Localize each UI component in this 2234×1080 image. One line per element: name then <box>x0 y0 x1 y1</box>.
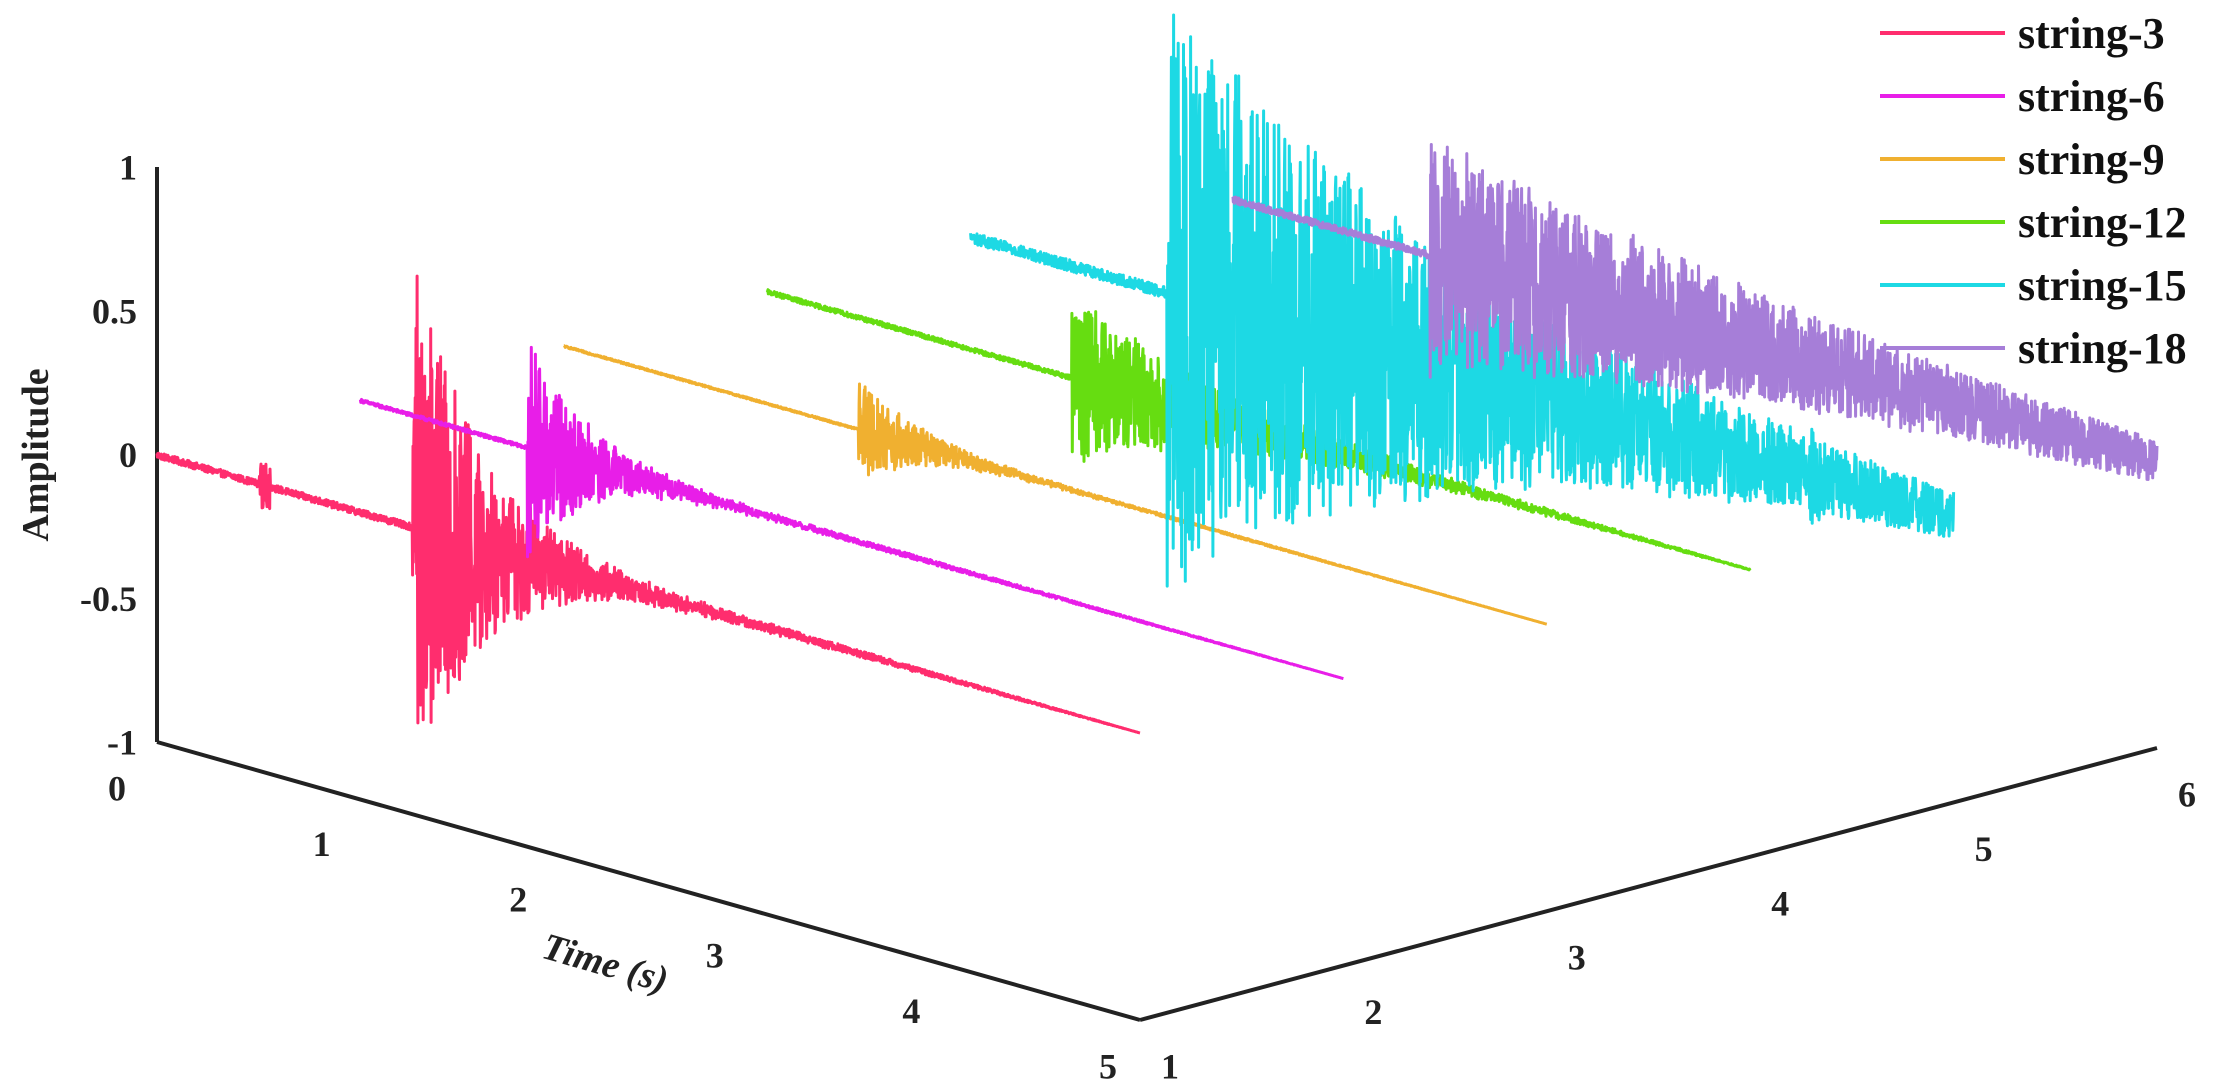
time-tick-label: 1 <box>313 824 331 864</box>
z-axis-label: Amplitude <box>15 368 57 541</box>
string-axis-line <box>1139 746 2158 1022</box>
time-tick-label: 4 <box>902 991 920 1031</box>
time-tick-label: 5 <box>1099 1047 1117 1080</box>
string-tick-label: 2 <box>1364 992 1382 1032</box>
series-line-string-9 <box>562 344 1548 626</box>
legend-label: string-12 <box>2018 198 2187 247</box>
legend-label: string-6 <box>2018 72 2165 121</box>
string-tick-label: 1 <box>1161 1047 1179 1080</box>
string-tick-label: 6 <box>2178 775 2196 815</box>
z-tick-label: 1 <box>119 148 137 188</box>
z-tick-label: -0.5 <box>80 579 137 619</box>
string-tick-label: 5 <box>1975 829 1993 869</box>
time-axis-line <box>156 740 1141 1022</box>
time-tick-label: 2 <box>509 880 527 920</box>
string-tick-label: 4 <box>1771 883 1789 923</box>
time-tick-label: 3 <box>706 935 724 975</box>
z-tick-label: -1 <box>107 723 137 763</box>
time-tick-label: 0 <box>108 769 126 809</box>
time-axis-label: Time (s) <box>538 926 673 1002</box>
tick-labels: 1 0.5 0 -0.5 -1 0 1 2 3 4 5 1 2 3 4 5 6 <box>80 148 2196 1080</box>
legend-label: string-18 <box>2018 324 2187 373</box>
legend-label: string-15 <box>2018 261 2187 310</box>
series-line-string-18 <box>1231 143 2159 481</box>
legend-label: string-9 <box>2018 135 2165 184</box>
string-tick-label: 3 <box>1568 938 1586 978</box>
legend-label: string-3 <box>2018 9 2165 58</box>
series-line-string-15 <box>969 13 1956 588</box>
series-line-string-6 <box>358 345 1345 681</box>
series-traces <box>155 13 2159 735</box>
legend: string-3 string-6 string-9 string-12 string-… <box>1880 9 2187 373</box>
series-line-string-3 <box>155 274 1142 735</box>
z-tick-label: 0.5 <box>92 291 137 331</box>
z-tick-label: 0 <box>119 435 137 475</box>
